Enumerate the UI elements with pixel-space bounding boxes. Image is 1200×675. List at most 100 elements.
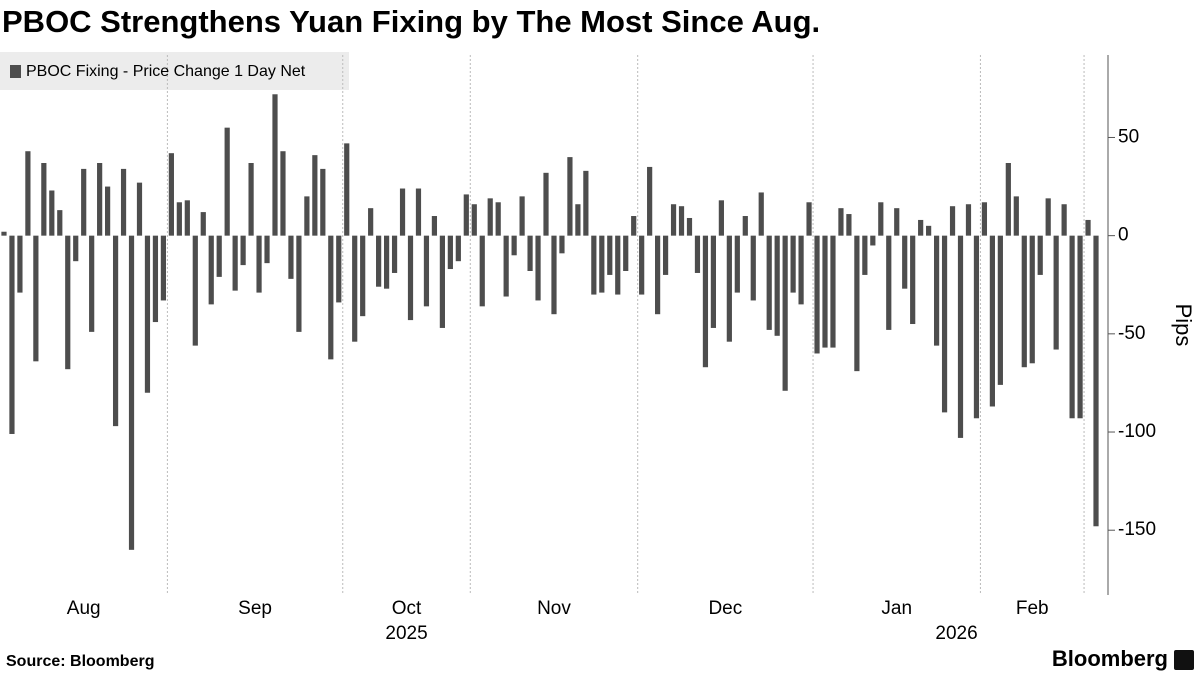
- bar: [81, 168, 87, 236]
- bar: [662, 235, 669, 275]
- bar: [1, 231, 7, 236]
- bar: [9, 235, 15, 434]
- bar: [352, 235, 358, 342]
- bar: [224, 127, 230, 236]
- y-axis-title: Pips: [1171, 304, 1196, 347]
- bar: [702, 235, 709, 368]
- legend-label: PBOC Fixing - Price Change 1 Day Net: [26, 63, 306, 80]
- bar: [471, 204, 477, 236]
- bar: [973, 235, 980, 419]
- bar: [447, 235, 453, 270]
- bar: [65, 235, 71, 370]
- bar: [17, 235, 23, 293]
- bar: [120, 168, 127, 236]
- bar: [415, 188, 422, 236]
- bar: [894, 208, 900, 236]
- bar: [599, 235, 605, 293]
- bar: [439, 235, 445, 328]
- bar: [431, 216, 438, 236]
- bar: [49, 190, 55, 236]
- bar: [1045, 198, 1051, 236]
- logo-icon: [1174, 650, 1194, 670]
- bar: [391, 235, 398, 273]
- bar: [798, 235, 804, 305]
- bar: [981, 202, 988, 236]
- chart-title: PBOC Strengthens Yuan Fixing by The Most…: [2, 4, 820, 39]
- bar: [989, 235, 995, 407]
- year-label: 2025: [385, 623, 427, 644]
- x-tick-label: Nov: [537, 598, 571, 619]
- bar: [184, 200, 190, 236]
- bar: [192, 235, 198, 346]
- x-tick-label: Jan: [881, 598, 912, 619]
- bar: [710, 235, 717, 328]
- bar: [543, 172, 549, 236]
- x-tick-label: Dec: [708, 598, 742, 619]
- bar: [1029, 235, 1035, 364]
- bar: [336, 235, 342, 303]
- bar: [822, 235, 828, 348]
- bar: [407, 235, 414, 321]
- bar: [678, 206, 685, 236]
- bar: [479, 235, 485, 307]
- bar: [128, 235, 135, 550]
- bar: [902, 235, 908, 289]
- bar: [758, 192, 764, 236]
- bar: [766, 235, 772, 330]
- y-tick-label: 0: [1118, 225, 1129, 246]
- bar: [168, 153, 174, 236]
- bar: [878, 202, 884, 236]
- bar: [782, 235, 788, 391]
- bar: [790, 235, 796, 293]
- bar: [495, 202, 501, 236]
- bar: [941, 235, 948, 413]
- bar: [551, 235, 557, 315]
- bar: [750, 235, 756, 301]
- bar: [623, 235, 629, 271]
- bar: [527, 235, 533, 271]
- bar: [854, 235, 860, 372]
- bar: [734, 235, 740, 293]
- bar: [1061, 204, 1067, 236]
- bar: [615, 235, 621, 295]
- legend-swatch: [10, 65, 21, 78]
- x-tick-label: Sep: [238, 598, 272, 619]
- bar: [806, 202, 812, 236]
- bar: [1013, 196, 1019, 236]
- year-label: 2026: [935, 623, 977, 644]
- bar: [575, 204, 581, 236]
- bar: [910, 235, 916, 325]
- x-tick-label: Oct: [392, 598, 422, 619]
- bar: [41, 163, 47, 236]
- bar: [144, 235, 151, 393]
- bar: [631, 216, 637, 236]
- bar: [376, 235, 382, 287]
- bar: [1037, 235, 1043, 275]
- bar: [57, 210, 63, 236]
- bar: [591, 235, 597, 295]
- bar: [487, 198, 493, 236]
- bar: [814, 235, 820, 354]
- bar: [248, 163, 254, 236]
- bar: [519, 196, 525, 236]
- bar: [655, 235, 661, 315]
- bar: [686, 217, 693, 236]
- bar: [535, 235, 541, 301]
- bar: [607, 235, 613, 275]
- y-tick-label: 50: [1118, 126, 1139, 147]
- bar: [567, 157, 573, 236]
- bar: [344, 143, 350, 236]
- bar: [320, 168, 326, 236]
- bar: [264, 235, 270, 264]
- bar: [718, 200, 724, 236]
- bar: [232, 235, 238, 291]
- bar: [647, 166, 653, 236]
- bar: [399, 188, 406, 236]
- bar: [216, 235, 222, 277]
- bar: [830, 235, 836, 348]
- bar: [1077, 235, 1083, 419]
- bar: [1005, 163, 1011, 236]
- bar: [296, 235, 302, 332]
- bar: [1085, 219, 1091, 236]
